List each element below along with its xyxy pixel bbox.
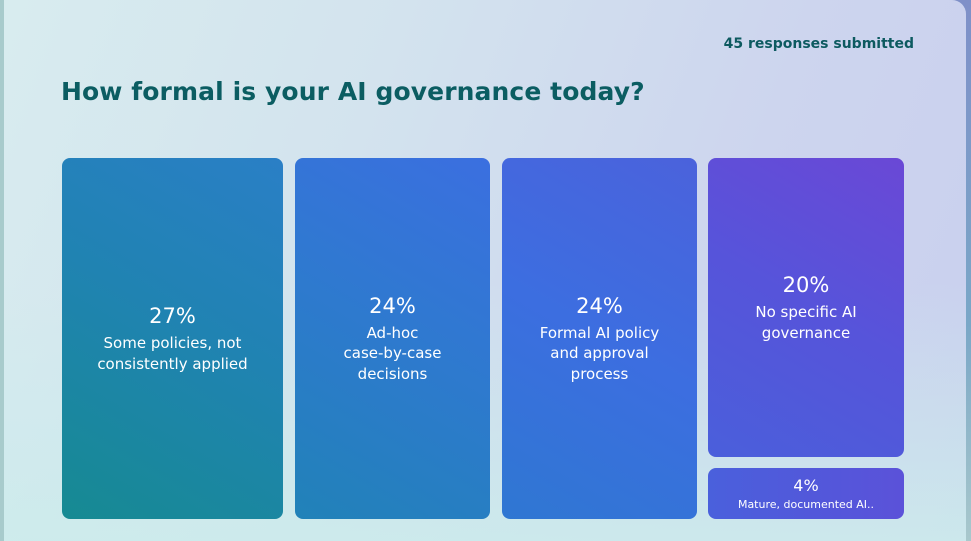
result-tile-formal-policy[interactable]: 24% Formal AI policy and approval proces…	[502, 158, 697, 519]
question-title: How formal is your AI governance today?	[61, 77, 645, 106]
result-tile-mature[interactable]: 4% Mature, documented AI..	[708, 468, 904, 519]
tile-label-line: decisions	[357, 364, 428, 383]
tile-percent: 27%	[149, 304, 196, 328]
tile-percent: 24%	[369, 293, 416, 318]
result-tile-no-governance[interactable]: 20% No specific AI governance	[708, 158, 904, 457]
tile-label-line: Formal AI policy	[539, 323, 660, 342]
tile-label-line: Some policies, not	[103, 334, 242, 352]
tile-label-line: governance	[761, 323, 851, 342]
tile-label-line: No specific AI	[755, 303, 857, 321]
tile-label-line: Mature, documented AI..	[737, 497, 875, 511]
tile-label-line: case-by-case	[343, 344, 442, 363]
result-tile-some-policies[interactable]: 27% Some policies, not consistently appl…	[62, 158, 283, 519]
tile-label: Formal AI policy and approval process	[540, 323, 660, 385]
tile-label: Ad-hoc case-by-case decisions	[344, 323, 442, 385]
window-left-edge	[0, 0, 4, 541]
tile-label: Mature, documented AI..	[738, 498, 874, 512]
tile-label-line: Ad-hoc	[366, 323, 419, 342]
tile-percent: 4%	[793, 475, 819, 495]
responses-count: 45 responses submitted	[723, 36, 914, 52]
tile-label: Some policies, not consistently applied	[97, 333, 247, 374]
tile-percent: 24%	[576, 293, 623, 318]
tile-percent: 20%	[782, 273, 830, 297]
tile-label-line: process	[570, 364, 629, 383]
tile-label: No specific AI governance	[755, 302, 856, 343]
result-tile-ad-hoc[interactable]: 24% Ad-hoc case-by-case decisions	[295, 158, 490, 519]
tile-label-line: consistently applied	[97, 354, 248, 373]
tile-label-line: and approval	[550, 344, 649, 363]
